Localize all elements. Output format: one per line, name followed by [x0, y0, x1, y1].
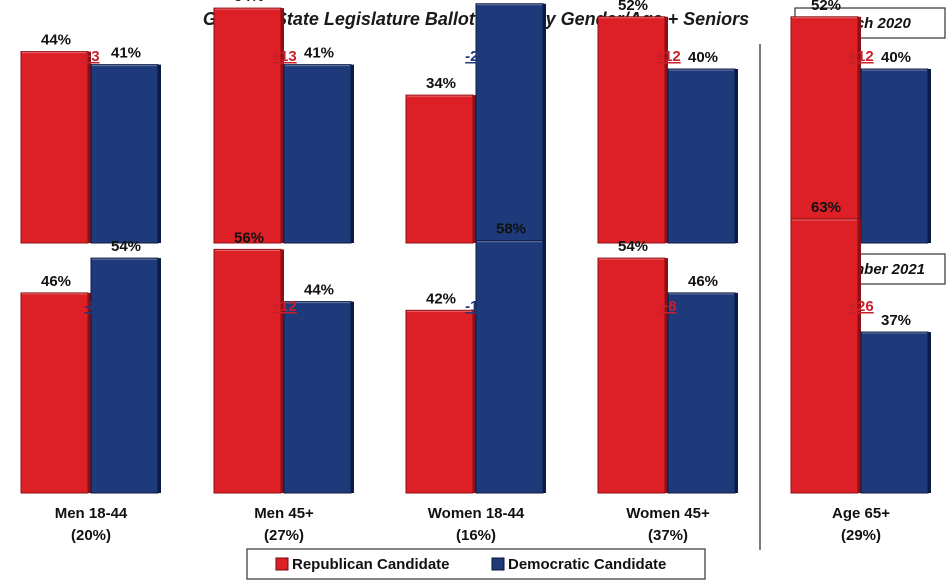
bar-republican	[597, 16, 666, 244]
bar-shade-republican	[88, 292, 91, 493]
margin-label: +12	[655, 48, 680, 65]
bar-republican	[405, 309, 474, 494]
category-share: (29%)	[841, 527, 881, 544]
bar-shade-republican	[473, 310, 476, 493]
value-label-republican: 34%	[426, 75, 456, 92]
bar-shade-republican	[281, 249, 284, 493]
value-label-republican: 63%	[811, 199, 841, 216]
legend-swatch-democratic	[491, 557, 505, 571]
bar-shade-democratic	[543, 3, 546, 243]
legend-label-republican: Republican Candidate	[292, 556, 450, 573]
category-label: Men 45+	[254, 505, 314, 522]
bar-shade-republican	[665, 16, 668, 243]
bar-shade-democratic	[351, 301, 354, 493]
category-label: Age 65+	[832, 505, 890, 522]
bar-democratic	[283, 64, 352, 244]
bar-shade-democratic	[543, 240, 546, 493]
legend-label-democratic: Democratic Candidate	[508, 556, 666, 573]
margin-label: -16	[465, 298, 487, 315]
value-label-democratic: 41%	[111, 45, 141, 62]
bar-shade-democratic	[735, 292, 738, 493]
bar-republican	[213, 7, 282, 244]
bar-shade-republican	[281, 8, 284, 243]
value-label-republican: 44%	[41, 32, 71, 49]
bar-shade-republican	[858, 16, 861, 243]
category-share: (27%)	[264, 527, 304, 544]
margin-label: -21	[465, 48, 487, 65]
bar-democratic	[475, 240, 544, 494]
bar-shade-democratic	[928, 69, 931, 243]
value-label-republican: 56%	[234, 229, 264, 246]
margin-label: +3	[82, 48, 99, 65]
value-label-republican: 42%	[426, 290, 456, 307]
value-label-republican: 54%	[234, 0, 264, 5]
bar-democratic	[283, 301, 352, 494]
bar-shade-democratic	[158, 64, 161, 244]
value-label-democratic: 46%	[688, 273, 718, 290]
category-label: Men 18-44	[55, 505, 128, 522]
margin-label: -8	[84, 298, 97, 315]
bar-republican	[597, 257, 666, 494]
value-label-democratic: 44%	[304, 282, 334, 299]
bar-shade-republican	[858, 218, 861, 493]
bar-democratic	[90, 64, 159, 244]
bar-democratic	[860, 331, 929, 494]
value-label-democratic: 55%	[496, 0, 526, 1]
bar-democratic	[667, 68, 736, 244]
value-label-democratic: 54%	[111, 238, 141, 255]
legend: Republican Candidate Democratic Candidat…	[246, 548, 706, 580]
value-label-republican: 52%	[618, 0, 648, 14]
bar-democratic	[475, 3, 544, 244]
bar-shade-republican	[88, 51, 91, 243]
bar-republican	[213, 248, 282, 494]
value-label-democratic: 40%	[881, 49, 911, 66]
legend-swatch-republican	[275, 557, 289, 571]
margin-label: +26	[848, 298, 873, 315]
margin-label: +12	[271, 298, 296, 315]
bar-republican	[790, 218, 859, 494]
value-labels: 44% 54% 34% 52% 52% 41% 41% 55% 40% 40% +3 +13 -21 +1…	[41, 0, 911, 329]
value-label-democratic: 37%	[881, 312, 911, 329]
margin-label: +12	[848, 48, 873, 65]
margin-label: +8	[659, 298, 676, 315]
bar-shade-republican	[665, 258, 668, 493]
bar-shade-democratic	[351, 64, 354, 244]
bar-shade-democratic	[735, 69, 738, 243]
bar-republican	[405, 94, 474, 244]
bar-republican	[20, 292, 89, 494]
category-label: Women 18-44	[428, 505, 525, 522]
margin-label: +13	[271, 48, 296, 65]
bar-republican	[20, 51, 89, 244]
bar-shade-republican	[473, 95, 476, 243]
category-share: (20%)	[71, 527, 111, 544]
bar-shade-democratic	[158, 258, 161, 493]
bar-democratic	[90, 257, 159, 494]
category-share: (37%)	[648, 527, 688, 544]
bar-shade-democratic	[928, 332, 931, 493]
value-label-republican: 52%	[811, 0, 841, 14]
bar-marks	[20, 3, 931, 494]
bar-democratic	[667, 292, 736, 494]
legend-frame	[246, 548, 706, 580]
category-share: (16%)	[456, 527, 496, 544]
value-label-democratic: 41%	[304, 45, 334, 62]
value-label-republican: 46%	[41, 273, 71, 290]
bar-democratic	[860, 68, 929, 244]
value-label-democratic: 58%	[496, 221, 526, 238]
value-label-democratic: 40%	[688, 49, 718, 66]
category-label: Women 45+	[626, 505, 710, 522]
value-label-republican: 54%	[618, 238, 648, 255]
